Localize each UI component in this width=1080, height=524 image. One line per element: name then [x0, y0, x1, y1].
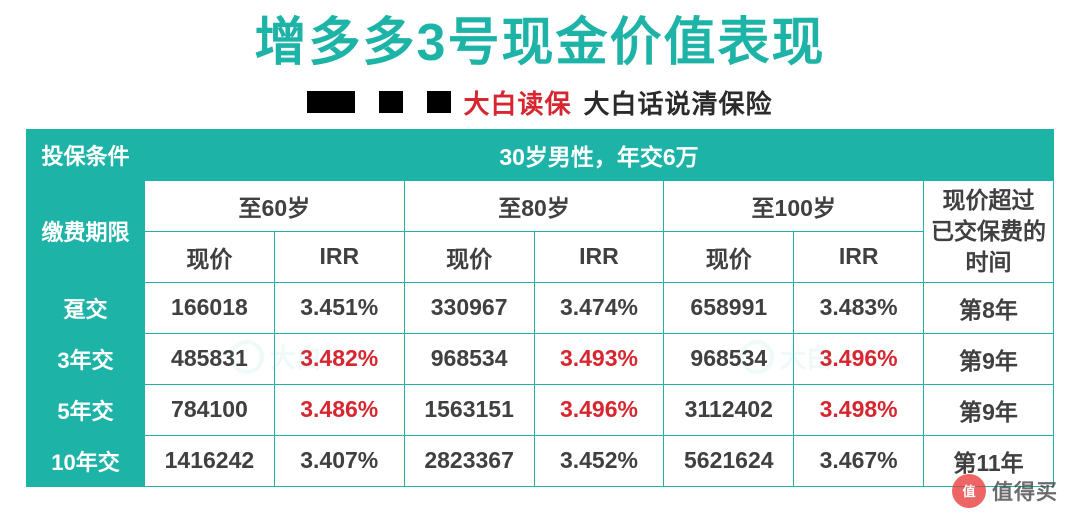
th-age-100: 至100岁 — [664, 180, 924, 231]
table-row: 10年交14162423.407%28233673.452%56216243.4… — [27, 435, 1054, 486]
data-cell: 3.496% — [794, 333, 924, 384]
data-cell: 3.493% — [534, 333, 664, 384]
row-label: 3年交 — [27, 333, 145, 384]
th-sub-1: IRR — [274, 231, 404, 282]
data-cell: 968534 — [664, 333, 794, 384]
row-label: 5年交 — [27, 384, 145, 435]
th-sub-5: IRR — [794, 231, 924, 282]
th-conditions-label: 投保条件 — [27, 129, 145, 180]
data-cell: 784100 — [145, 384, 275, 435]
data-cell: 5621624 — [664, 435, 794, 486]
data-cell: 3.452% — [534, 435, 664, 486]
data-cell: 3.486% — [274, 384, 404, 435]
watermark-text: 值得买 — [992, 476, 1058, 506]
row-label: 趸交 — [27, 282, 145, 333]
time-cell: 第9年 — [924, 384, 1054, 435]
time-cell: 第9年 — [924, 333, 1054, 384]
th-sub-3: IRR — [534, 231, 664, 282]
subtitle-tagline: 大白话说清保险 — [584, 84, 773, 121]
data-cell: 3.496% — [534, 384, 664, 435]
th-age-60: 至60岁 — [145, 180, 405, 231]
table-row: 趸交1660183.451%3309673.474%6589913.483%第8… — [27, 282, 1054, 333]
th-period-label: 缴费期限 — [27, 180, 145, 282]
watermark-badge: 值 值得买 — [952, 474, 1058, 508]
th-time-label: 现价超过 已交保费的 时间 — [924, 180, 1054, 282]
th-sub-0: 现价 — [145, 231, 275, 282]
data-cell: 330967 — [404, 282, 534, 333]
table-row: 5年交7841003.486%15631513.496%31124023.498… — [27, 384, 1054, 435]
data-cell: 3.498% — [794, 384, 924, 435]
data-cell: 3.451% — [274, 282, 404, 333]
th-conditions-value: 30岁男性，年交6万 — [145, 129, 1054, 180]
row-label: 10年交 — [27, 435, 145, 486]
data-cell: 3.483% — [794, 282, 924, 333]
subtitle-row: 大白读保 大白话说清保险 — [26, 84, 1054, 121]
table-row: 3年交4858313.482%9685343.493%9685343.496%第… — [27, 333, 1054, 384]
data-cell: 968534 — [404, 333, 534, 384]
data-cell: 3.467% — [794, 435, 924, 486]
data-cell: 485831 — [145, 333, 275, 384]
th-sub-2: 现价 — [404, 231, 534, 282]
th-sub-4: 现价 — [664, 231, 794, 282]
time-cell: 第8年 — [924, 282, 1054, 333]
data-cell: 658991 — [664, 282, 794, 333]
censor-blocks — [307, 91, 451, 113]
data-cell: 3.407% — [274, 435, 404, 486]
data-cell: 3112402 — [664, 384, 794, 435]
th-age-80: 至80岁 — [404, 180, 664, 231]
subtitle-brand: 大白读保 — [463, 84, 571, 121]
data-cell: 166018 — [145, 282, 275, 333]
page-title: 增多多3号现金价值表现 — [26, 14, 1054, 74]
data-cell: 1563151 — [404, 384, 534, 435]
data-cell: 3.474% — [534, 282, 664, 333]
data-cell: 2823367 — [404, 435, 534, 486]
watermark-circle-icon: 值 — [952, 474, 986, 508]
value-table: 投保条件 30岁男性，年交6万 缴费期限 至60岁 至80岁 至100岁 现价超… — [26, 129, 1054, 487]
data-cell: 3.482% — [274, 333, 404, 384]
data-cell: 1416242 — [145, 435, 275, 486]
